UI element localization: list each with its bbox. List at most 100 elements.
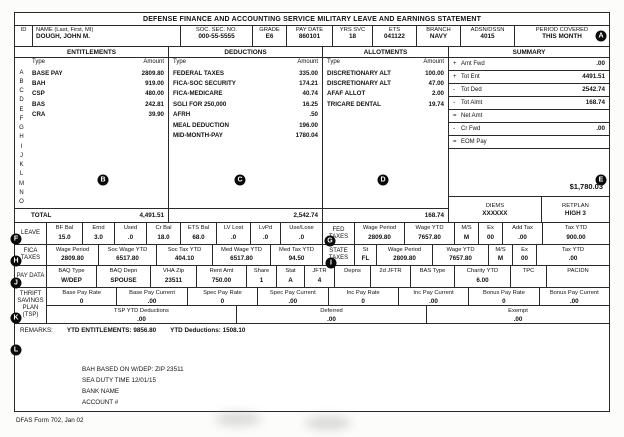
state-field: Tax YTD .00 [537,245,609,266]
diems-value: XXXXXX [482,209,508,217]
row-letter: B [19,78,24,85]
pay-data-field: Share 1 [247,266,277,287]
fica-taxes-section-label: FICA TAXES [15,244,47,266]
deductions-body: Type Amount FEDERAL TAXES 335.00 FICA-SOC … [169,58,322,209]
field-value: .00 [568,255,578,263]
summary-row: + Tot Ent 4491.51 [449,71,609,84]
field-value: .00 [429,298,438,305]
ets-label: ETS [388,27,401,33]
deduction-type: AFRH [173,111,191,119]
pay-data-field: 2d JFTR [371,266,411,287]
field-label: Exempt [508,307,528,314]
pay-data-field: JFTR 4 [305,266,335,287]
field-value: .0 [127,233,134,241]
pay-data-field: Charity YTD 6.00 [455,266,511,287]
pay-data-section-label: PAY DATA [15,266,47,287]
row-letter: A [19,69,24,76]
field-label: Share [253,268,270,275]
field-value: .00 [137,316,146,324]
period-covered-value: THIS MONTH [542,33,582,40]
tsp-ytd-field: Exempt .00 [427,306,609,325]
entitlements-total: 4,491.51 [139,212,164,220]
field-label: St [362,246,369,253]
field-label: Deferred [320,307,343,314]
row-letter: C [19,88,24,95]
scan-artifact [305,416,351,430]
deduction-amount: .50 [309,111,318,119]
period-covered-cell: PERIOD COVERED THIS MONTH [515,26,609,46]
fica-field: Soc Wage YTD 6517.80 [99,244,157,266]
remark-line: BAH BASED ON W/DEP: ZIP 23511 [82,365,184,373]
pay-date-label: PAY DATE [295,27,324,33]
type-label: Type [32,58,46,65]
pay-data-field: PACIDN [547,266,609,287]
summary-row: - Tot Ded 2542.74 [449,84,609,97]
eom-pay-amount: $1,780.03 [569,182,603,192]
pay-data-field: Stat A [277,266,305,287]
field-label: Bonus Pay Rate [482,289,525,296]
tsp-fields: Base Pay Rate 0 Base Pay Current .00 Spec … [47,287,609,325]
deduction-amount: 335.00 [299,69,318,77]
name-label: NAME (Last, First, MI) [36,27,94,33]
field-label: Inc Pay Rate [346,289,380,296]
field-value: 18.0 [157,233,170,241]
field-value: 6517.80 [116,255,139,263]
summary-sign: - [453,125,455,132]
field-label: Used [123,225,138,232]
field-value: SPOUSE [110,276,137,284]
summary-row: - Cr Fwd .00 [449,123,609,136]
summary-value: .00 [596,125,605,133]
field-value: M [463,233,470,241]
field-label: Cr Bal [155,225,172,232]
leave-row: LEAVE BF Bal 15.0 Ernd 3.0 Used .0 Cr Bal 18… [15,223,609,245]
tsp-rates-row: Base Pay Rate 0 Base Pay Current .00 Spec … [47,287,609,306]
field-value: 1 [259,276,264,284]
summary-label: Tot Ent [461,73,480,80]
entitlement-type: BAS [32,100,46,108]
allotments-list: Type Amount DISCRETIONARY ALT 100.00 DISCR… [323,58,448,209]
summary-row: = Net Amt [449,110,609,123]
summary-label: EOM Pay [461,138,487,145]
fed-taxes-field: Add Tax .00 [503,223,543,244]
field-value: 00 [486,233,494,241]
field-value: 2809.80 [393,255,416,263]
entitlement-amount: 39.90 [148,111,164,119]
field-value: .0 [298,233,305,241]
field-label: TSP YTD Deductions [114,307,169,314]
summary-value: 168.74 [585,99,605,107]
tsp-ytd-field: TSP YTD Deductions .00 [47,305,237,325]
state-field: M/S M [489,244,513,266]
allotment-row: AFAF ALLOT 2.00 [323,89,448,99]
leave-field: BF Bal 15.0 [47,223,83,244]
entitlement-type: CSP [32,90,45,98]
ets-value: 041122 [384,33,405,40]
allotment-type: DISCRETIONARY ALT [327,79,391,87]
fica-field: Med Wage YTD 6517.80 [213,244,271,266]
deduction-row: FEDERAL TAXES 335.00 [169,69,322,79]
summary-bottom: DIEMS XXXXXX RETPLAN HIGH 3 [449,196,609,223]
allotments-total-row: 168.74 [323,208,448,222]
entitlement-row: CRA 39.90 [28,110,168,120]
form-number: DFAS Form 702, Jan 02 [16,417,84,424]
summary-row: = EOM Pay [449,136,609,149]
ssn-label: SOC. SEC. NO. [195,27,238,33]
yrs-svc-cell: YRS SVC 18 [333,26,373,46]
tsp-field: Bonus Pay Current .00 [540,288,609,305]
ytd-entitlements: YTD ENTITLEMENTS: 9856.80 [66,326,157,334]
field-label: JFTR [312,268,327,275]
fed-taxes-section-label: FED TAXES [323,223,355,244]
fed-taxes-field: Tax YTD 900.00 [543,223,609,244]
field-value: 6517.80 [230,255,253,263]
callout-marker-g: G [324,235,336,247]
summary-label: Amt Fwd [461,60,485,67]
deduction-amount: 174.21 [299,79,318,87]
les-form: DEFENSE FINANCE AND ACCOUNTING SERVICE M… [14,12,610,412]
branch-cell: BRANCH NAVY [417,26,461,46]
summary-sign: + [453,73,457,80]
entitlement-row: BASE PAY 2809.80 [28,69,168,79]
field-label: Wage Period [362,225,397,232]
row-letter: G [19,125,24,132]
deduction-row: FICA-MEDICARE 40.74 [169,89,322,99]
field-label: Tax YTD [561,246,585,253]
field-label: Tax YTD [564,225,588,232]
